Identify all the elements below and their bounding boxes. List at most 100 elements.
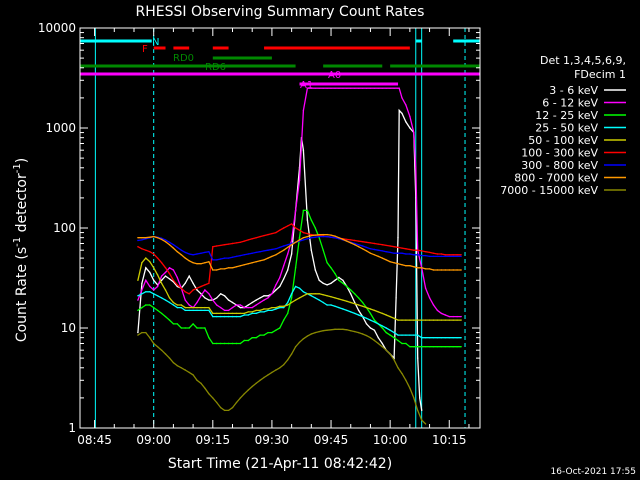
data-point — [424, 268, 427, 270]
data-point — [373, 339, 376, 342]
legend-entry: 7000 - 15000 keV — [500, 184, 598, 197]
data-point — [354, 239, 356, 242]
data-point — [357, 87, 360, 89]
data-point — [290, 297, 293, 299]
data-point — [338, 279, 340, 281]
data-point — [243, 254, 245, 256]
data-point — [239, 306, 242, 309]
data-point — [294, 299, 297, 301]
data-point — [452, 319, 454, 321]
data-point — [393, 359, 395, 361]
data-point — [160, 238, 163, 241]
data-point — [263, 311, 265, 313]
data-point — [239, 265, 242, 267]
data-point — [164, 267, 167, 269]
data-point — [168, 301, 171, 304]
data-point — [145, 257, 147, 259]
data-point — [227, 342, 230, 345]
data-point — [141, 237, 143, 239]
data-point — [267, 257, 269, 259]
data-point — [334, 272, 336, 275]
data-point — [428, 268, 431, 270]
data-point — [389, 334, 391, 336]
data-point — [184, 257, 186, 259]
data-point — [377, 243, 379, 245]
data-point — [200, 327, 202, 329]
data-point — [164, 289, 167, 291]
data-point — [401, 342, 403, 345]
data-point — [428, 319, 431, 321]
data-point — [409, 265, 411, 267]
data-point — [409, 127, 411, 129]
data-point — [424, 346, 427, 348]
data-point — [192, 262, 194, 264]
data-point — [357, 331, 360, 334]
data-point — [192, 289, 194, 291]
data-point — [436, 269, 439, 271]
data-point — [223, 257, 226, 259]
chart-title: RHESSI Observing Summary Count Rates — [136, 4, 425, 20]
data-point — [275, 308, 277, 310]
data-point — [216, 315, 218, 318]
data-point — [357, 246, 360, 248]
data-point — [314, 236, 316, 238]
data-point — [141, 306, 143, 309]
data-point — [448, 337, 450, 339]
data-point — [283, 319, 285, 321]
data-point — [326, 233, 328, 236]
data-point — [243, 314, 245, 316]
data-point — [373, 242, 376, 245]
data-point — [153, 306, 155, 309]
data-point — [326, 262, 328, 264]
data-point — [263, 299, 265, 301]
data-point — [419, 397, 421, 399]
data-point — [302, 295, 305, 297]
data-point — [239, 241, 242, 243]
data-point — [188, 327, 190, 329]
data-point — [208, 299, 210, 301]
data-point — [436, 346, 439, 348]
data-point — [149, 304, 151, 306]
data-point — [251, 311, 253, 313]
data-point — [436, 253, 439, 255]
data-point — [227, 309, 230, 312]
data-point — [188, 293, 190, 295]
data-point — [204, 284, 206, 286]
data-point — [314, 87, 316, 89]
data-point — [409, 387, 411, 389]
data-point — [176, 246, 178, 249]
data-point — [149, 261, 151, 263]
data-point — [283, 249, 285, 251]
data-point — [287, 304, 289, 306]
data-point — [231, 315, 234, 318]
data-point — [145, 249, 147, 251]
data-point — [456, 254, 458, 256]
data-point — [369, 248, 372, 250]
data-point — [247, 239, 249, 241]
data-point — [259, 301, 261, 304]
data-point — [172, 279, 175, 281]
data-point — [294, 227, 297, 229]
data-point — [149, 337, 151, 339]
data-point — [444, 337, 446, 339]
legend-entry: 50 - 100 keV — [528, 134, 598, 147]
data-point — [405, 248, 407, 250]
data-point — [436, 309, 439, 312]
data-point — [149, 271, 151, 274]
data-point — [275, 289, 277, 291]
data-point — [223, 295, 226, 297]
data-point — [279, 327, 281, 329]
data-point — [255, 382, 257, 384]
data-point — [212, 299, 214, 301]
data-point — [220, 312, 222, 315]
data-point — [342, 308, 344, 310]
data-point — [346, 285, 348, 288]
data-point — [196, 327, 198, 329]
data-point — [188, 306, 190, 309]
data-point — [227, 409, 230, 412]
data-point — [448, 269, 450, 271]
data-point — [456, 337, 458, 339]
data-point — [310, 87, 312, 89]
data-point — [334, 328, 336, 330]
data-point — [440, 269, 443, 271]
